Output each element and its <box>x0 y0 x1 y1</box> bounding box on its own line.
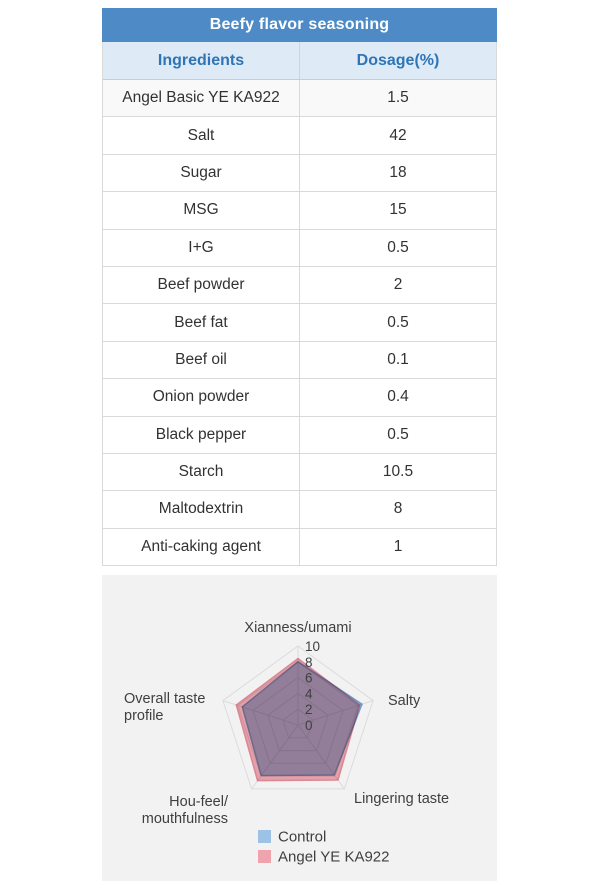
ingredient-cell: Maltodextrin <box>103 491 300 528</box>
axis-label-hou-feel-mouthfulness: Hou-feel/ <box>169 794 229 810</box>
table-row: MSG 15 <box>103 192 496 230</box>
table-row: Onion powder 0.4 <box>103 379 496 417</box>
column-header-dosage: Dosage(%) <box>356 51 440 69</box>
ingredient-cell: Onion powder <box>103 379 300 416</box>
table-row: Anti-caking agent 1 <box>103 528 496 567</box>
table-row: Sugar 18 <box>103 154 496 193</box>
table-row: Beef powder 2 <box>103 266 496 305</box>
radar-tick-label: 10 <box>305 639 320 654</box>
dosage-cell: 15 <box>389 201 407 219</box>
dosage-cell: 10.5 <box>382 463 414 481</box>
radar-tick-label: 6 <box>305 671 313 686</box>
ingredient-cell: Black pepper <box>103 416 300 453</box>
table-row: Maltodextrin 8 <box>103 491 496 529</box>
dosage-cell: 0.5 <box>387 238 409 256</box>
table-title: Beefy flavor seasoning <box>102 8 497 42</box>
legend-label-control: Control <box>278 829 326 846</box>
ingredient-cell: Salt <box>103 117 300 154</box>
column-header-ingredients: Ingredients <box>103 42 300 79</box>
radar-tick-label: 8 <box>305 655 313 670</box>
table-header-row: Ingredients Dosage(%) <box>103 42 496 80</box>
ingredient-cell: Starch <box>103 453 300 491</box>
dosage-cell: 1 <box>393 537 403 555</box>
ingredient-cell: I+G <box>103 229 300 266</box>
axis-label-overall-taste-profile: profile <box>124 708 164 724</box>
axis-label-salty: Salty <box>388 693 421 709</box>
table-row: Starch 10.5 <box>103 453 496 492</box>
radar-grid-ring <box>222 645 374 790</box>
table-row: Angel Basic YE KA922 1.5 <box>103 80 496 118</box>
table-row: I+G 0.5 <box>103 229 496 267</box>
table-frame: Ingredients Dosage(%) Angel Basic YE KA9… <box>102 42 497 567</box>
axis-label-lingering-taste: Lingering taste <box>354 791 449 807</box>
table-row: Salt 42 <box>103 117 496 155</box>
legend-swatch-control <box>258 830 271 843</box>
dosage-cell: 0.5 <box>387 425 409 443</box>
axis-label-xianness-umami: Xianness/umami <box>244 620 351 636</box>
axis-label-hou-feel-mouthfulness: mouthfulness <box>142 811 228 827</box>
seasoning-table: Beefy flavor seasoning Ingredients Dosag… <box>102 8 497 567</box>
radar-tick-label: 2 <box>305 702 313 717</box>
dosage-cell: 0.5 <box>387 313 409 331</box>
radar-tick-label: 0 <box>305 718 313 733</box>
ingredient-cell: Beef fat <box>103 304 300 341</box>
ingredient-cell: Angel Basic YE KA922 <box>103 80 300 117</box>
axis-label-overall-taste-profile: Overall taste <box>124 691 205 707</box>
table-body: Angel Basic YE KA922 1.5 Salt 42 Sugar 18 MSG 1… <box>103 80 496 567</box>
ingredient-cell: MSG <box>103 192 300 229</box>
legend-swatch-angel-ye-ka922 <box>258 850 271 863</box>
table-row: Beef fat 0.5 <box>103 304 496 342</box>
dosage-cell: 0.1 <box>387 350 409 368</box>
legend-label-angel-ye-ka922: Angel YE KA922 <box>278 849 389 866</box>
dosage-cell: 1.5 <box>387 89 409 107</box>
dosage-cell: 8 <box>393 500 403 518</box>
ingredient-cell: Sugar <box>103 154 300 192</box>
ingredient-cell: Beef oil <box>103 341 300 379</box>
ingredient-cell: Beef powder <box>103 266 300 304</box>
radar-chart-panel: 0 2 4 6 8 10 Xianness/umami Salty Lingering tast… <box>102 575 497 881</box>
radar-tick-label: 4 <box>305 686 313 701</box>
radar-series-angel-ye-ka922 <box>235 657 361 782</box>
dosage-cell: 42 <box>389 126 407 144</box>
table-row: Black pepper 0.5 <box>103 416 496 454</box>
table-row: Beef oil 0.1 <box>103 341 496 380</box>
ingredient-cell: Anti-caking agent <box>103 528 300 566</box>
dosage-cell: 18 <box>389 163 407 181</box>
dosage-cell: 2 <box>393 276 403 294</box>
dosage-cell: 0.4 <box>387 388 409 406</box>
